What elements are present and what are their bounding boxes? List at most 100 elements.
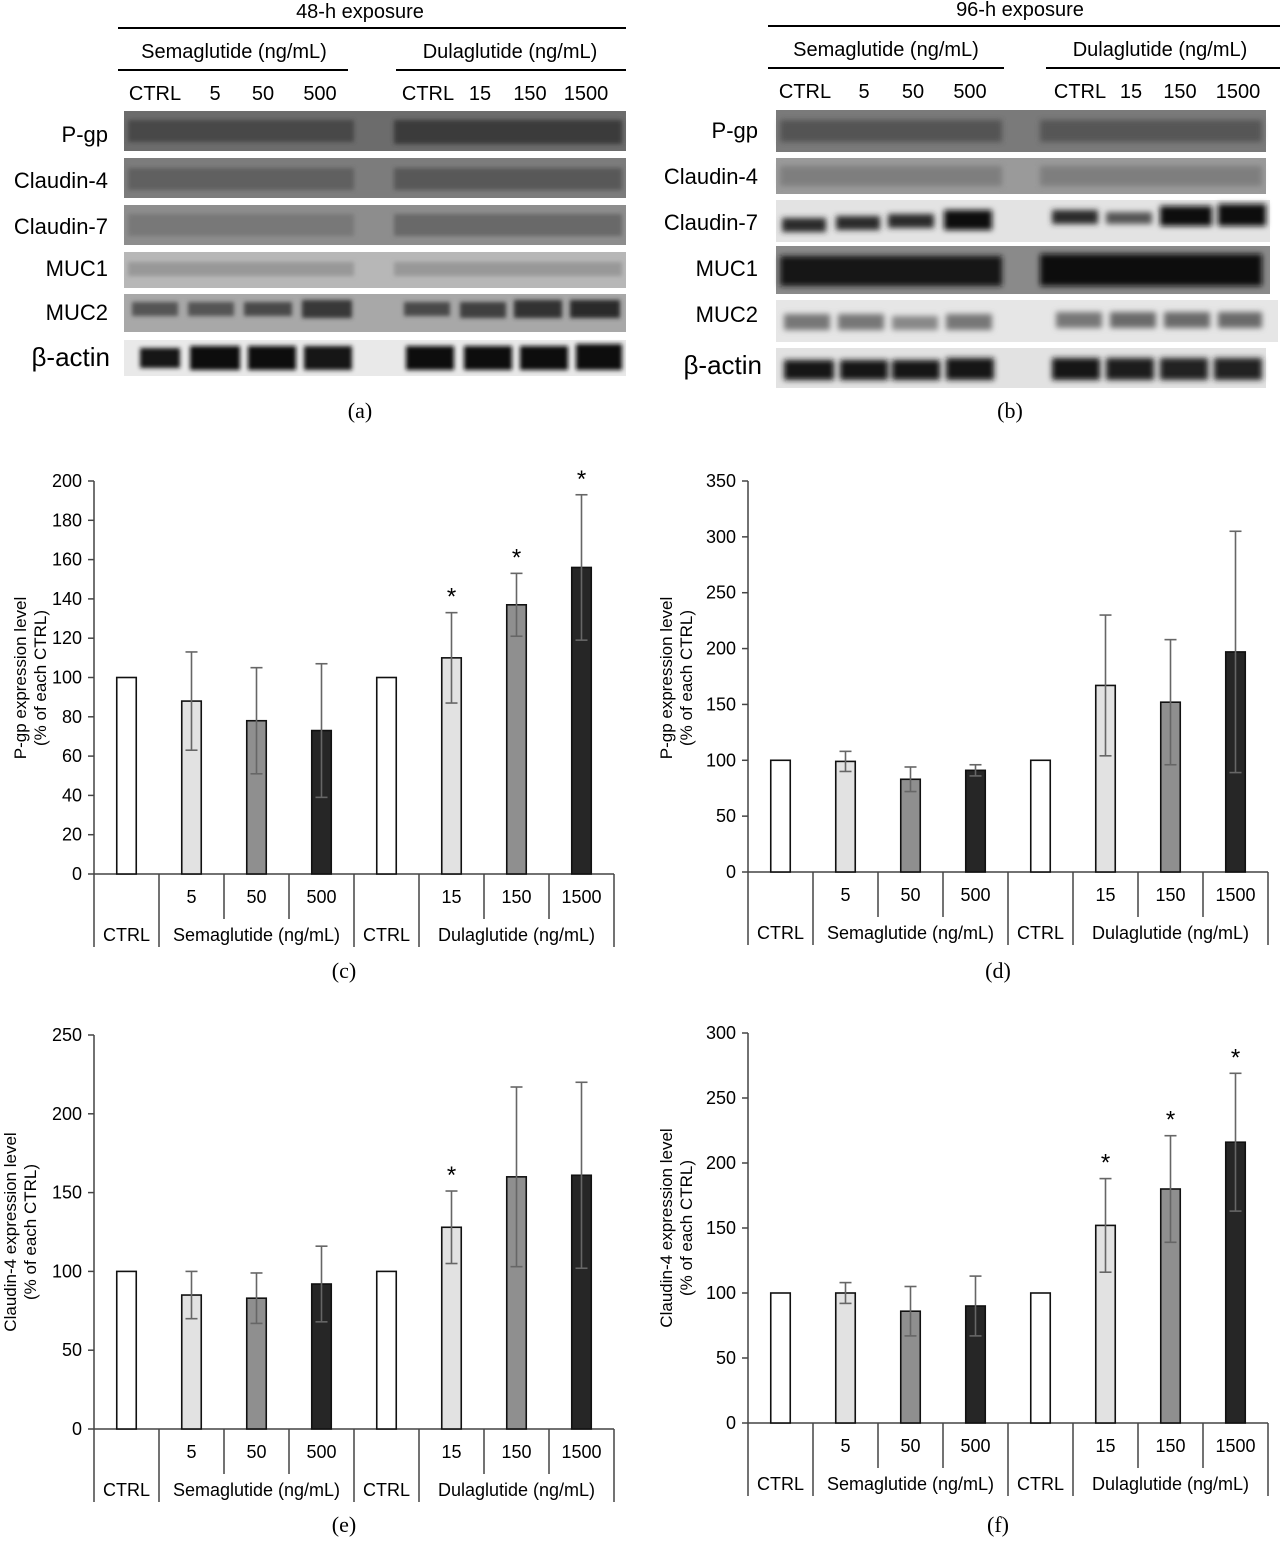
significance-marker: * [1231, 1044, 1240, 1071]
blot-b-row-label: MUC2 [696, 302, 758, 327]
y-axis-label-line: (% of each CTRL) [31, 610, 50, 746]
significance-marker: * [447, 1162, 456, 1189]
y-axis-label: Claudin-4 expression level(% of each CTR… [1, 1132, 40, 1331]
blot-a-semaglutide-header: Semaglutide (ng/mL) [141, 41, 327, 63]
bar [769, 1292, 792, 1424]
significance-marker: * [577, 466, 586, 493]
x-tick-label: 5 [840, 885, 850, 905]
y-tick-label: 300 [706, 1023, 736, 1043]
x-tick-label: 5 [840, 1436, 850, 1456]
x-tick-label: 500 [306, 887, 336, 907]
x-group-label: CTRL [363, 1480, 410, 1500]
y-tick-label: 150 [706, 694, 736, 714]
x-tick-label: 500 [306, 1442, 336, 1462]
x-group-label: CTRL [103, 925, 150, 945]
blot-a-lane-label: CTRL [402, 83, 454, 105]
bar [834, 760, 857, 873]
y-tick-label: 80 [62, 707, 82, 727]
bar [899, 778, 922, 873]
western-blot-48h: 48-h exposure Semaglutide (ng/mL) Dulagl… [14, 1, 626, 376]
blot-a-row-label: Claudin-4 [14, 168, 108, 193]
y-axis-label-line: P-gp expression level [657, 597, 676, 760]
x-group-label: Dulaglutide (ng/mL) [438, 1480, 595, 1500]
blot-b-lane-label: CTRL [1054, 81, 1106, 103]
y-axis-label-line: (% of each CTRL) [677, 610, 696, 746]
x-tick-label: 15 [1095, 885, 1115, 905]
blot-a-exposure-title: 48-h exposure [296, 1, 424, 23]
blot-b-row-label: Claudin-4 [664, 164, 758, 189]
y-tick-label: 100 [706, 750, 736, 770]
bar [964, 769, 987, 873]
y-tick-label: 40 [62, 785, 82, 805]
blot-b-lane-label: 500 [953, 81, 986, 103]
significance-marker: * [1166, 1107, 1175, 1134]
x-group-label: Semaglutide (ng/mL) [173, 1480, 340, 1500]
x-group-label: Semaglutide (ng/mL) [827, 923, 994, 943]
y-axis-label-line: P-gp expression level [11, 597, 30, 760]
panel-caption-b: (b) [997, 398, 1023, 423]
bar [375, 676, 398, 875]
x-tick-label: 50 [900, 1436, 920, 1456]
x-tick-label: 5 [186, 887, 196, 907]
y-axis-label: P-gp expression level(% of each CTRL) [11, 597, 50, 760]
significance-marker: * [1101, 1150, 1110, 1177]
bar [505, 603, 528, 875]
blot-b-lane-label: 1500 [1216, 81, 1261, 103]
x-group-label: CTRL [757, 1474, 804, 1494]
panel-caption-d: (d) [985, 958, 1011, 983]
y-tick-label: 20 [62, 825, 82, 845]
panel-caption-f: (f) [987, 1512, 1009, 1537]
x-group-label: Dulaglutide (ng/mL) [1092, 923, 1249, 943]
blot-a-membrane [124, 111, 626, 376]
y-axis-label-line: (% of each CTRL) [677, 1160, 696, 1296]
blot-a-lane-label: 5 [209, 83, 220, 105]
y-tick-label: 180 [52, 510, 82, 530]
blot-a-row-label: P-gp [62, 122, 108, 147]
x-group-label: CTRL [1017, 923, 1064, 943]
significance-marker: * [512, 544, 521, 571]
chart-d-pgp-96h: 0 50 100 150 200 250 300 350 P-gp expression lev… [657, 471, 1269, 983]
y-tick-label: 0 [72, 864, 82, 884]
x-group-label: Semaglutide (ng/mL) [827, 1474, 994, 1494]
blot-a-row-labels: P-gp Claudin-4 Claudin-7 MUC1 MUC2 β-act… [14, 122, 110, 372]
blot-b-row-label: P-gp [712, 118, 758, 143]
y-tick-label: 200 [52, 471, 82, 491]
blot-b-row-label: MUC1 [696, 256, 758, 281]
blot-b-lane-label: 150 [1163, 81, 1196, 103]
y-tick-label: 100 [52, 668, 82, 688]
y-tick-label: 250 [706, 1088, 736, 1108]
blot-b-lane-label: 15 [1120, 81, 1142, 103]
blot-b-lane-label: 50 [902, 81, 924, 103]
x-tick-label: 50 [900, 885, 920, 905]
bar [115, 676, 138, 875]
blot-a-dulaglutide-header: Dulaglutide (ng/mL) [423, 41, 598, 63]
blot-b-exposure-title: 96-h exposure [956, 0, 1084, 21]
bar [1029, 1292, 1052, 1424]
x-tick-label: 15 [441, 887, 461, 907]
y-axis-label: P-gp expression level(% of each CTRL) [657, 597, 696, 760]
y-tick-label: 200 [706, 639, 736, 659]
y-tick-label: 100 [706, 1283, 736, 1303]
x-group-label: Semaglutide (ng/mL) [173, 925, 340, 945]
blot-a-lane-labels: CTRL 5 50 500 CTRL 15 150 1500 [129, 83, 608, 105]
blot-a-lane-label: 15 [469, 83, 491, 105]
y-tick-label: 0 [72, 1419, 82, 1439]
blot-a-row-label: β-actin [31, 342, 110, 372]
x-group-label: CTRL [757, 923, 804, 943]
bar [769, 759, 792, 873]
y-tick-label: 150 [52, 1183, 82, 1203]
bar [115, 1270, 138, 1430]
x-group-label: Dulaglutide (ng/mL) [438, 925, 595, 945]
blot-b-row-label: Claudin-7 [664, 210, 758, 235]
blot-a-lane-label: CTRL [129, 83, 181, 105]
bar [834, 1292, 857, 1424]
y-tick-label: 50 [62, 1340, 82, 1360]
x-tick-label: 150 [501, 887, 531, 907]
y-tick-label: 200 [52, 1104, 82, 1124]
y-tick-label: 150 [706, 1218, 736, 1238]
y-tick-label: 0 [726, 862, 736, 882]
x-tick-label: 500 [960, 1436, 990, 1456]
x-tick-label: 1500 [1215, 885, 1255, 905]
x-group-label: CTRL [363, 925, 410, 945]
